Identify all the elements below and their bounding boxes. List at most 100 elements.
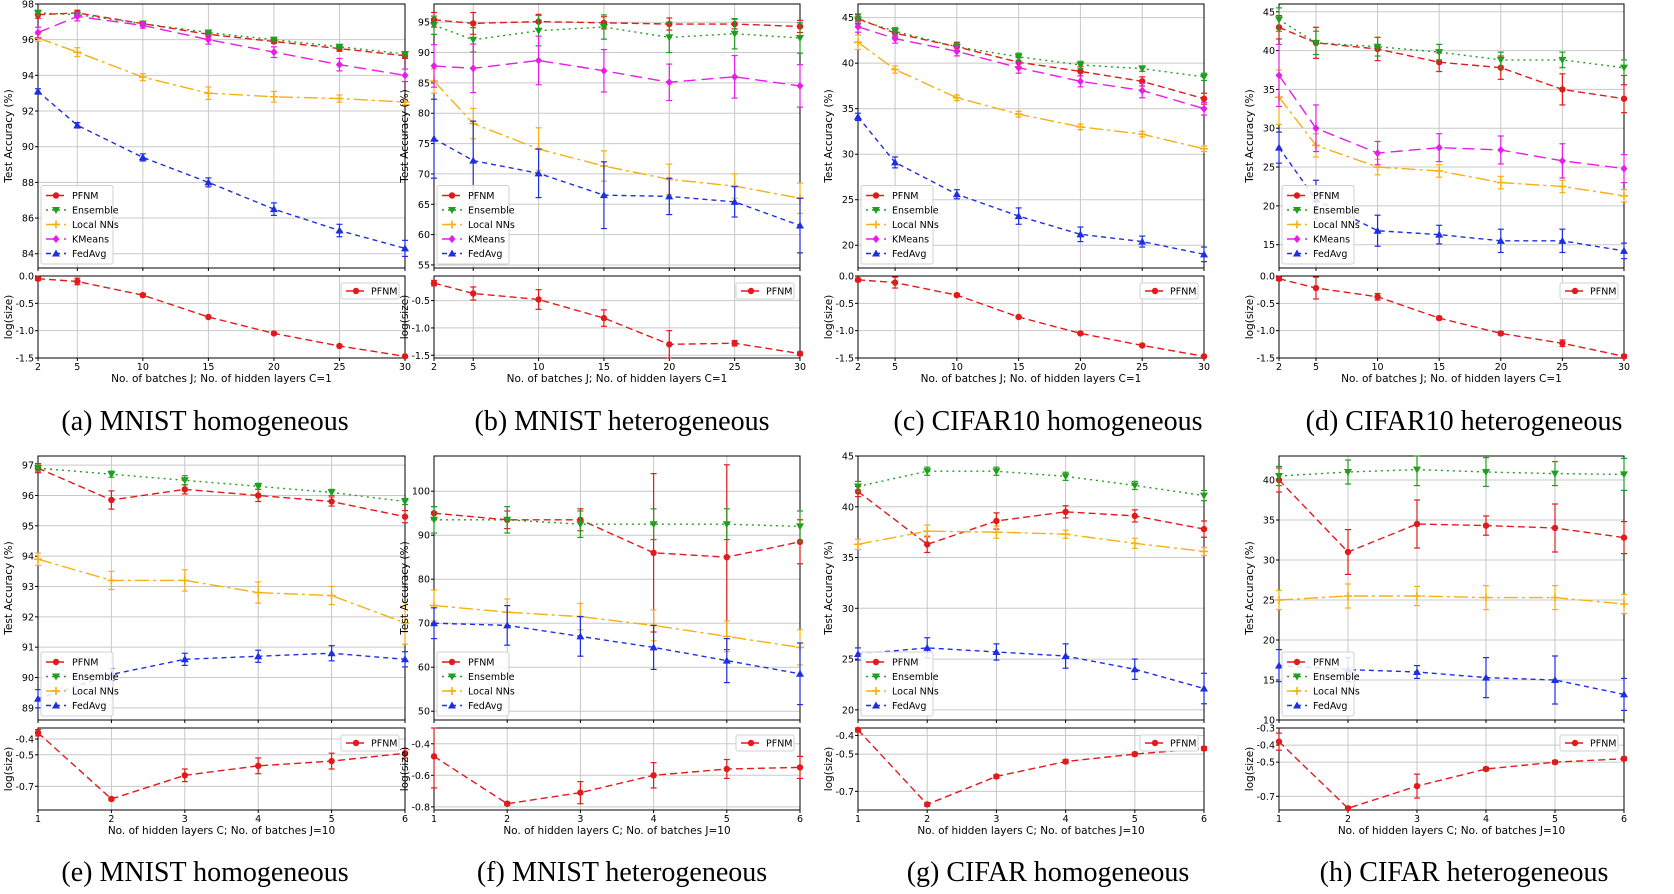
marker-ensemble [796, 523, 804, 531]
marker-pfnm [1435, 314, 1443, 322]
marker-pfnm [1482, 522, 1490, 529]
x-tick-label: 20 [1074, 362, 1086, 373]
marker-fedavg [1435, 230, 1444, 238]
marker-pfnm [1620, 353, 1628, 360]
legend: PFNM Ensemble Local NNs KMeans FedAvg [40, 185, 119, 265]
marker-fedavg [1014, 212, 1023, 220]
legend-label: PFNM [72, 191, 99, 202]
subplot-d-top: 15 20 25 30 35 40 45 Test Accuracy (%) PFNM Ensem… [1244, 3, 1628, 271]
y-tick-label: -0.8 [411, 802, 430, 813]
marker-ensemble [1200, 73, 1208, 81]
y-axis-label: log(size) [399, 295, 411, 340]
y-tick-label: 60 [418, 663, 430, 674]
y-tick-label: 30 [1263, 556, 1275, 567]
marker-kmeans [535, 56, 543, 65]
marker-local-nns [327, 591, 336, 600]
marker-kmeans [1312, 124, 1320, 133]
marker-kmeans [204, 35, 212, 44]
marker-local-nns [335, 94, 344, 103]
series-line [857, 530, 1205, 553]
plot-frame [1278, 455, 1625, 721]
marker-pfnm [1620, 95, 1628, 102]
marker-pfnm [470, 20, 477, 27]
x-tick-label: 25 [333, 362, 345, 373]
y-tick-label: -1.5 [411, 351, 430, 362]
legend: PFNM [735, 282, 795, 300]
series-pfnm [1275, 15, 1628, 114]
series-ensemble [34, 9, 409, 58]
marker-fedavg [872, 701, 880, 709]
y-tick-label: 30 [842, 604, 854, 615]
marker-local-nns [854, 38, 862, 47]
x-tick-label: 20 [663, 362, 675, 373]
legend-label: FedAvg [72, 701, 106, 712]
marker-fedavg [722, 656, 731, 664]
marker-ensemble [923, 468, 932, 476]
series-ensemble [1275, 455, 1628, 491]
marker-pfnm [1620, 534, 1628, 541]
subplot-e-top: 89 90 91 92 93 94 95 96 97 Test Accuracy (%) PFNM E… [3, 455, 409, 723]
y-tick-label: 65 [418, 200, 430, 211]
series-line [37, 467, 406, 518]
y-tick-label: 10 [1263, 716, 1275, 727]
series-pfnm [854, 276, 1208, 360]
legend-box [1281, 185, 1355, 265]
y-tick-label: -0.5 [15, 299, 34, 310]
marker-pfnm [328, 757, 335, 765]
marker-ensemble [1620, 64, 1628, 72]
marker-fedavg [1061, 652, 1070, 660]
series-line [37, 12, 406, 57]
y-tick-label: 25 [842, 655, 854, 666]
y-tick-label: 93 [22, 582, 34, 593]
y-tick-label: 45 [1263, 7, 1275, 18]
x-tick-label: 6 [1201, 814, 1207, 825]
x-tick-label: 30 [399, 362, 411, 373]
legend-label: FedAvg [72, 249, 106, 260]
marker-local-nns [448, 687, 456, 695]
y-tick-label: 40 [842, 59, 854, 70]
marker-ensemble [1275, 16, 1283, 24]
series-line [433, 604, 801, 649]
legend-label: KMeans [468, 235, 505, 246]
series-kmeans [854, 20, 1208, 116]
marker-kmeans [953, 47, 961, 56]
x-tick-label: 15 [1013, 362, 1025, 373]
marker-pfnm [1344, 548, 1352, 556]
marker-pfnm [108, 496, 115, 504]
marker-ensemble [599, 24, 608, 32]
marker-pfnm [336, 342, 343, 350]
marker-pfnm [747, 287, 755, 295]
x-tick-label: 5 [724, 814, 730, 825]
marker-pfnm [328, 498, 335, 505]
series-line [433, 622, 801, 675]
legend-box [340, 282, 400, 300]
legend: PFNM [1139, 282, 1199, 300]
series-line [857, 26, 1205, 110]
marker-pfnm [1062, 758, 1069, 765]
marker-fedavg [401, 655, 409, 663]
x-axis-label: No. of batches J; No. of hidden layers C… [921, 373, 1142, 385]
legend: PFNM [1559, 282, 1619, 300]
legend-label: Ensemble [468, 672, 515, 683]
series-fedavg [854, 637, 1208, 705]
y-axis-label: log(size) [823, 747, 835, 792]
marker-ensemble [534, 27, 543, 35]
series-pfnm [34, 275, 409, 360]
marker-fedavg [254, 652, 263, 660]
x-tick-label: 4 [1063, 814, 1069, 825]
y-tick-label: 96 [22, 35, 34, 46]
marker-ensemble [503, 516, 512, 524]
y-tick-label: 96 [22, 491, 34, 502]
legend-label: Ensemble [72, 672, 119, 683]
legend-label: KMeans [892, 235, 929, 246]
legend: PFNM Ensemble Local NNs KMeans FedAvg [860, 185, 939, 265]
plot-frame [1278, 275, 1625, 359]
y-tick-label: 95 [22, 521, 34, 532]
marker-kmeans [1620, 164, 1628, 173]
marker-pfnm [352, 739, 360, 747]
marker-pfnm [747, 739, 755, 747]
caption-f: (f) MNIST heterogeneous [476, 857, 768, 888]
marker-pfnm [953, 291, 961, 299]
series-local-nns [34, 33, 409, 107]
